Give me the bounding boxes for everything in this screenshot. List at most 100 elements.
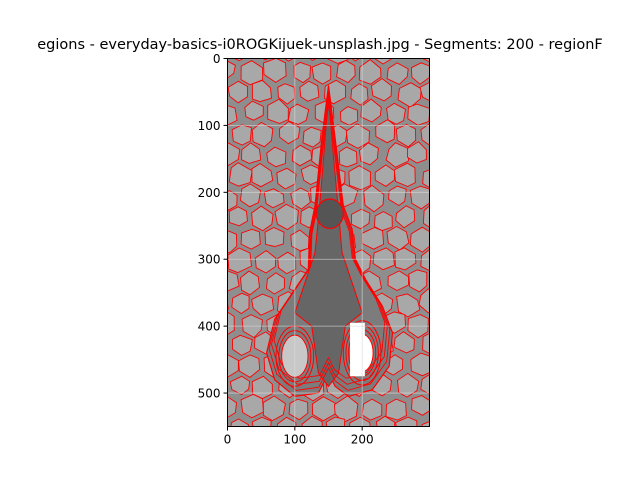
superpixel-cell — [439, 102, 456, 124]
y-tick-label: 0 — [213, 52, 221, 66]
superpixel-cell — [409, 185, 430, 210]
superpixel-cell — [240, 60, 264, 86]
superpixel-cell — [350, 83, 369, 106]
superpixel-cell — [227, 230, 238, 254]
superpixel-cell — [251, 79, 272, 103]
superpixel-cell — [291, 144, 313, 167]
superpixel-cell — [386, 102, 406, 125]
superpixel-cell — [251, 205, 274, 232]
superpixel-cell — [277, 83, 296, 105]
superpixel-cell — [288, 398, 309, 421]
y-tick-label: 400 — [198, 320, 221, 334]
superpixel-cell — [385, 398, 407, 421]
superpixel-cell — [266, 272, 285, 295]
superpixel-cell — [263, 58, 287, 83]
y-tick-label: 300 — [198, 253, 221, 267]
superpixel-cell — [231, 292, 250, 315]
superpixel-cell — [240, 270, 260, 296]
superpixel-cell — [349, 416, 371, 427]
pivot-region — [315, 198, 344, 230]
x-tick-label: 100 — [283, 433, 306, 447]
superpixel-cell — [262, 395, 286, 422]
superpixel-cell — [407, 141, 427, 164]
superpixel-cell — [411, 395, 430, 416]
superpixel-cell — [231, 124, 252, 146]
y-tick-label: 200 — [198, 186, 221, 200]
superpixel-cell — [293, 61, 311, 84]
superpixel-cell — [388, 185, 407, 207]
highlight-region — [350, 322, 365, 377]
superpixel-cell — [370, 77, 392, 102]
y-axis: 0 100 200 300 400 500 — [198, 52, 228, 401]
superpixel-cell — [420, 373, 430, 395]
superpixel-cell — [432, 311, 451, 335]
superpixel-cell — [227, 216, 229, 225]
superpixel-cell — [434, 60, 454, 82]
superpixel-cell — [227, 301, 229, 311]
superpixel-cell — [338, 146, 358, 168]
superpixel-cell — [283, 58, 295, 62]
superpixel-cell — [434, 353, 456, 379]
superpixel-cell — [325, 416, 346, 427]
superpixel-cell — [244, 100, 264, 121]
superpixel-cell — [396, 293, 421, 318]
superpixel-cell — [409, 226, 430, 253]
superpixel-cell — [348, 165, 372, 191]
superpixel-cell — [351, 208, 371, 230]
superpixel-cell — [418, 288, 430, 314]
superpixel-cell — [421, 421, 430, 427]
region-contour — [273, 104, 386, 379]
superpixel-cell — [422, 169, 430, 189]
superpixel-cell — [397, 372, 420, 398]
superpixel-cell — [227, 80, 249, 104]
superpixel-cell — [420, 249, 430, 272]
superpixel-cell — [434, 188, 456, 210]
axes-spine — [227, 58, 430, 427]
superpixel-cell — [241, 142, 262, 164]
superpixel-cell — [240, 393, 264, 419]
superpixel-cell — [433, 397, 453, 420]
superpixel-cell — [395, 205, 416, 229]
superpixel-cell — [290, 187, 311, 210]
superpixel-cell — [251, 121, 274, 148]
superpixel-cell — [266, 146, 287, 168]
superpixel-cell — [208, 169, 226, 188]
superpixel-cell — [311, 62, 332, 85]
superpixel-cell — [419, 81, 430, 102]
superpixel-cell — [240, 183, 262, 208]
superpixel-cell — [345, 123, 370, 149]
superpixel-cell — [276, 167, 297, 190]
superpixel-cell — [422, 332, 430, 355]
superpixel-cell — [227, 60, 236, 79]
object-region-inner — [294, 95, 363, 388]
superpixel-cell — [336, 59, 356, 84]
superpixel-cell — [227, 396, 237, 419]
superpixel-cell — [238, 354, 261, 378]
superpixel-cell — [264, 226, 285, 247]
superpixel-cell — [360, 98, 382, 123]
superpixel-cell — [386, 62, 409, 85]
superpixel-cell — [361, 398, 383, 421]
segmentation-image — [204, 58, 456, 427]
superpixel-cell — [274, 203, 299, 231]
plot-area — [204, 58, 456, 427]
y-tick-label: 500 — [198, 387, 221, 401]
superpixel-cell — [434, 230, 452, 249]
superpixel-cell — [204, 335, 227, 357]
superpixel-cell — [351, 58, 361, 62]
superpixel-cell — [277, 416, 297, 427]
superpixel-cell — [373, 58, 393, 65]
superpixel-cell — [267, 98, 289, 124]
superpixel-cell — [420, 123, 430, 146]
superpixel-cell — [229, 375, 251, 396]
superpixel-cell — [410, 62, 430, 85]
superpixel-cell — [395, 124, 417, 148]
superpixel-cell — [299, 80, 320, 102]
superpixel-cell — [251, 293, 275, 316]
superpixel-cell — [387, 270, 409, 292]
superpixel-cell — [230, 418, 250, 427]
superpixel-cell — [251, 162, 274, 188]
superpixel-cell — [227, 270, 240, 292]
